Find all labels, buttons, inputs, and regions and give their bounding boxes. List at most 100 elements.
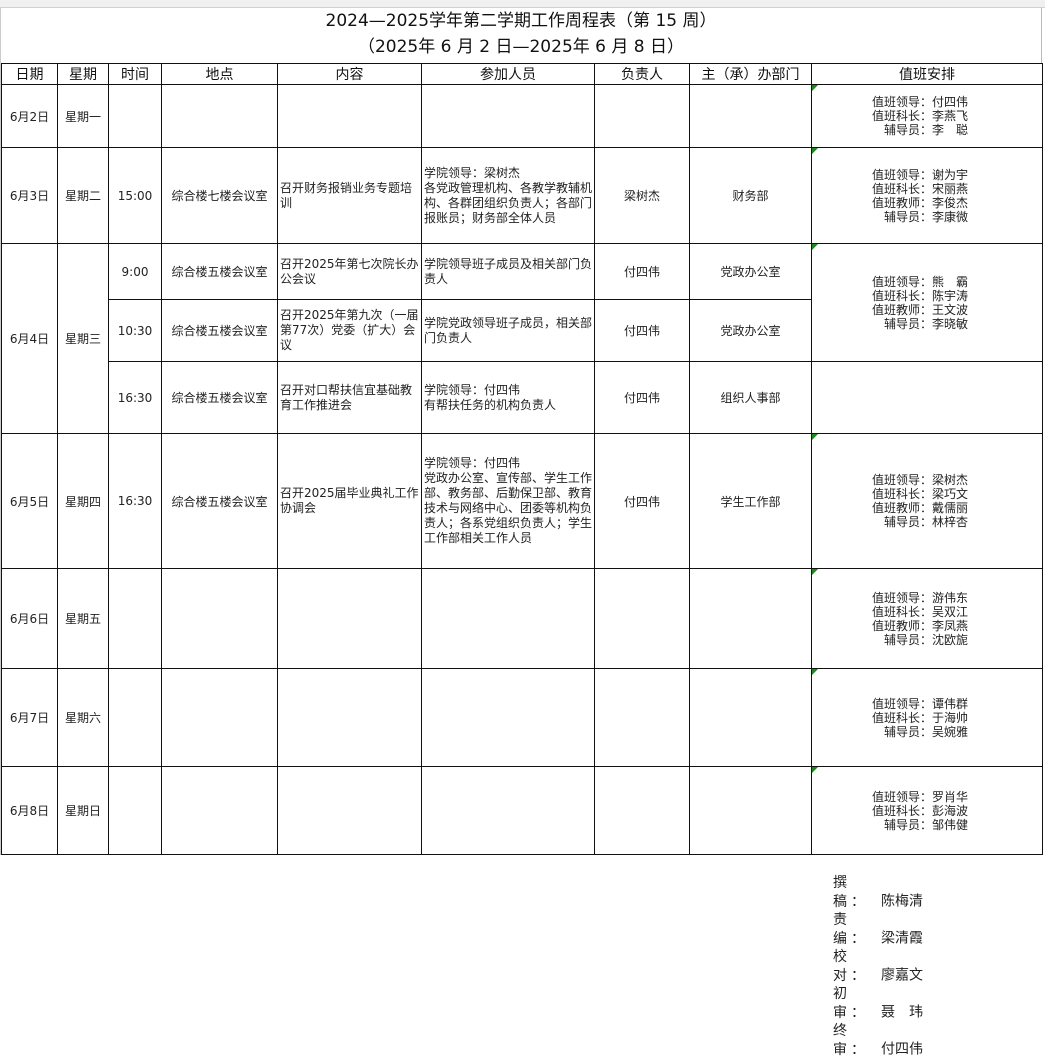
time-cell: 16:30 [108, 361, 162, 434]
credit-line: 责编： 梁清霞 [833, 911, 923, 948]
content-cell: 召开对口帮扶信宜基础教育工作推进会 [277, 361, 422, 434]
column-header: 地点 [161, 63, 278, 85]
time-cell: 10:30 [108, 299, 162, 362]
page-subtitle: （2025年 6 月 2 日—2025年 6 月 8 日） [357, 37, 685, 57]
table-row: 6月4日 星期三 9:00 综合楼五楼会议室 召开2025年第七次院长办公会议 学院领导班… [1, 243, 1043, 434]
duty-line: 值班教师：李俊杰 [871, 195, 968, 210]
credit-role: 撰稿： [833, 875, 869, 910]
header-row: 日期 星期 时间 地点 内容 参加人员 负责人 主（承）办部门 值班安排 [1, 63, 1043, 85]
spreadsheet-column-header-strip [0, 0, 1045, 8]
content-cell [277, 84, 422, 148]
participants-cell: 学院领导：梁树杰 各党政管理机构、各教学教辅机构、各群团组织负责人；各部门报账员… [421, 147, 595, 244]
content-cell: 召开2025年第七次院长办公会议 [277, 243, 422, 300]
weekday-cell: 星期日 [57, 766, 109, 855]
schedule-sheet: 2024—2025学年第二学期工作周程表（第 15 周） （2025年 6 月 … [0, 8, 1043, 855]
participants-cell: 学院领导班子成员及相关部门负责人 [421, 243, 595, 300]
content-cell: 召开2025年第九次（一届第77次）党委（扩大）会议 [277, 299, 422, 362]
page-title: 2024—2025学年第二学期工作周程表（第 15 周） [325, 11, 717, 31]
department-cell [689, 568, 812, 669]
duty-arrangement: 值班领导：付四伟 值班科长：李燕飞 辅导员：李 聪 [811, 84, 1043, 148]
comment-marker-icon [812, 669, 818, 675]
credit-line: 终审： 付四伟 [833, 1022, 923, 1059]
credit-role: 初审： [833, 986, 869, 1021]
column-header: 星期 [57, 63, 109, 85]
department-cell [689, 84, 812, 148]
duty-line: 值班领导：熊 霸 [871, 274, 968, 289]
date-cell: 6月8日 [1, 766, 58, 855]
comment-marker-icon [812, 767, 818, 773]
date-cell: 6月6日 [1, 568, 58, 669]
leader-cell: 付四伟 [594, 299, 690, 362]
place-cell [161, 766, 278, 855]
duty-arrangement: 值班领导：游伟东 值班科长：吴双江 值班教师：李凤燕 辅导员：沈欧旎 [811, 568, 1043, 669]
duty-line: 值班科长：宋丽燕 [871, 181, 968, 196]
time-cell [108, 568, 162, 669]
department-cell: 学生工作部 [689, 433, 812, 569]
date-cell: 6月7日 [1, 668, 58, 767]
participants-cell: 学院党政领导班子成员，相关部门负责人 [421, 299, 595, 362]
leader-cell: 付四伟 [594, 243, 690, 300]
editor-credits: 撰稿： 陈梅清 责编： 梁清霞 校对： 廖嘉文 初审： 聂 玮终审： 付四伟 [833, 874, 923, 1059]
column-header: 日期 [1, 63, 58, 85]
weekday-cell: 星期二 [57, 147, 109, 244]
duty-arrangement: 值班领导：梁树杰 值班科长：梁巧文 值班教师：戴儒丽 辅导员：林梓杏 [811, 433, 1043, 569]
participants-cell [421, 84, 595, 148]
leader-cell [594, 766, 690, 855]
content-cell [277, 568, 422, 669]
column-header: 主（承）办部门 [689, 63, 812, 85]
duty-arrangement: 值班领导：熊 霸值班科长：陈宇涛 值班教师：王文波 辅导员：李晓敏 [811, 243, 1043, 362]
duty-line: 值班科长：李燕飞 [871, 109, 968, 123]
participants-cell [421, 568, 595, 669]
place-cell: 综合楼五楼会议室 [161, 243, 278, 300]
credit-name: 付四伟 [881, 1041, 923, 1058]
place-cell: 综合楼五楼会议室 [161, 433, 278, 569]
time-cell [108, 766, 162, 855]
duty-line: 值班教师：戴儒丽 [871, 501, 968, 515]
credit-line: 校对： 廖嘉文 [833, 948, 923, 985]
column-header: 内容 [277, 63, 422, 85]
table-row: 6月8日 星期日 值班领导：罗肖华 值班科长：彭海波 辅导员：邹伟健 [1, 766, 1043, 855]
duty-line: 值班领导：付四伟 [871, 95, 968, 109]
credit-name: 梁清霞 [881, 930, 923, 947]
participants-cell: 学院领导：付四伟 有帮扶任务的机构负责人 [421, 361, 595, 434]
content-cell: 召开2025届毕业典礼工作协调会 [277, 433, 422, 569]
credit-line: 撰稿： 陈梅清 [833, 874, 923, 911]
duty-arrangement: 值班领导：谭伟群 值班科长：于海帅 辅导员：吴婉雅 [811, 668, 1043, 767]
duty-line: 值班教师：王文波 [871, 302, 968, 317]
column-header: 值班安排 [811, 63, 1043, 85]
duty-line: 值班领导：谢为宇 [871, 167, 968, 182]
department-cell: 财务部 [689, 147, 812, 244]
duty-line: 值班领导：罗肖华 [871, 789, 968, 804]
table-row: 6月3日 星期二 15:00 综合楼七楼会议室 召开财务报销业务专题培训 学院领导：梁树杰… [1, 147, 1043, 244]
duty-line: 辅导员：李晓敏 [883, 316, 968, 331]
comment-marker-icon [812, 244, 818, 250]
duty-line: 值班科长：吴双江 [871, 604, 968, 619]
duty-arrangement-empty [811, 361, 1043, 434]
duty-line: 辅导员：林梓杏 [883, 515, 968, 529]
credit-role: 终审： [833, 1023, 869, 1058]
comment-marker-icon [812, 148, 818, 154]
participants-cell: 学院领导：付四伟 党政办公室、宣传部、学生工作部、教务部、后勤保卫部、教育技术与… [421, 433, 595, 569]
weekday-cell: 星期一 [57, 84, 109, 148]
credit-name: 聂 玮 [881, 1004, 923, 1021]
date-cell: 6月4日 [1, 243, 58, 434]
department-cell [689, 766, 812, 855]
date-cell: 6月2日 [1, 84, 58, 148]
duty-line: 辅导员：沈欧旎 [883, 632, 968, 647]
table-row: 10:30 综合楼五楼会议室 召开2025年第九次（一届第77次）党委（扩大）会议学… [2, 299, 1043, 362]
duty-line: 值班领导：游伟东 [871, 590, 968, 605]
duty-arrangement: 值班领导：罗肖华 值班科长：彭海波 辅导员：邹伟健 [811, 766, 1043, 855]
duty-line: 值班领导：谭伟群 [871, 696, 968, 711]
column-header: 参加人员 [421, 63, 595, 85]
participants-cell [421, 766, 595, 855]
duty-line: 辅导员：李 聪 [883, 123, 968, 137]
content-cell: 召开财务报销业务专题培训 [277, 147, 422, 244]
weekday-cell: 星期五 [57, 568, 109, 669]
column-header: 负责人 [594, 63, 690, 85]
comment-marker-icon [812, 85, 818, 91]
place-cell: 综合楼五楼会议室 [161, 299, 278, 362]
duty-line: 值班教师：李凤燕 [871, 618, 968, 633]
credit-role: 校对： [833, 949, 869, 984]
time-cell: 9:00 [108, 243, 162, 300]
leader-cell [594, 568, 690, 669]
